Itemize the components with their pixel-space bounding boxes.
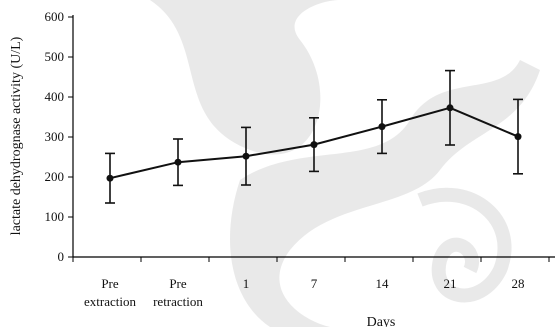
y-tick-label: 600 bbox=[45, 9, 65, 24]
x-tick-label: 7 bbox=[311, 276, 318, 291]
background-watermark bbox=[150, 0, 540, 327]
y-tick-label: 500 bbox=[45, 49, 65, 64]
x-axis-label: Days bbox=[367, 315, 396, 327]
y-tick-label: 100 bbox=[45, 209, 65, 224]
data-point bbox=[446, 104, 454, 112]
x-ticks: Pre extraction Pre retraction 1 7 14 21 28 bbox=[72, 257, 550, 309]
x-tick-label: 28 bbox=[512, 276, 525, 291]
data-point bbox=[242, 152, 250, 160]
data-point bbox=[378, 123, 386, 131]
x-tick-label: Pre retraction bbox=[153, 276, 203, 309]
x-tick-label: Pre extraction bbox=[84, 276, 136, 309]
y-tick-label: 300 bbox=[45, 129, 65, 144]
data-point bbox=[514, 133, 522, 141]
x-tick-label: 14 bbox=[376, 276, 390, 291]
data-points bbox=[106, 104, 522, 182]
data-point bbox=[106, 174, 114, 182]
x-tick-label: 21 bbox=[444, 276, 457, 291]
x-tick-label: 1 bbox=[243, 276, 250, 291]
y-ticks: 0 100 200 300 400 500 600 bbox=[45, 9, 73, 264]
y-axis-label: lactate dehydrognase activity (U/L) bbox=[9, 36, 24, 235]
y-tick-label: 0 bbox=[58, 249, 65, 264]
y-tick-label: 200 bbox=[45, 169, 65, 184]
data-point bbox=[174, 158, 182, 166]
y-tick-label: 400 bbox=[45, 89, 65, 104]
data-point bbox=[310, 141, 318, 149]
